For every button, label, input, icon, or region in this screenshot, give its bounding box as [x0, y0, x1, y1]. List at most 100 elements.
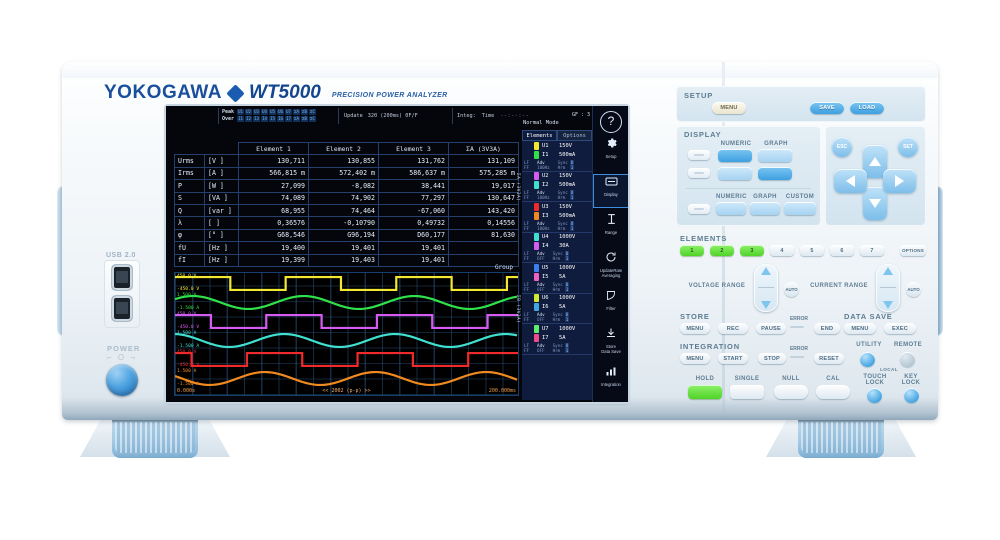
table-row[interactable]: fI [Hz ] 19,399 19,403 19,401 — [174, 253, 519, 267]
data-save-menu-button[interactable]: MENU — [844, 323, 876, 334]
voltage-range-up-icon[interactable] — [761, 267, 771, 275]
nav-right-button[interactable] — [883, 169, 916, 193]
lf-ff-labels: LF FF — [524, 251, 530, 261]
display-row2-graph-button[interactable] — [758, 167, 792, 180]
nav-down-button[interactable] — [863, 187, 887, 220]
rail-item-store-data-save[interactable]: Store Data Save — [593, 326, 628, 360]
table-row[interactable]: fU [Hz ] 19,400 19,401 19,401 — [174, 241, 519, 255]
rail-item-range[interactable]: Range — [593, 212, 628, 246]
lf-ff-values: Adv OFF — [537, 342, 545, 353]
voltage-range-rocker[interactable] — [754, 264, 778, 312]
integration-start-button[interactable]: START — [718, 353, 748, 364]
element-button-6[interactable]: 6 — [830, 245, 854, 256]
save-button[interactable]: SAVE — [810, 102, 844, 114]
display-row3-graph-button[interactable] — [750, 202, 780, 215]
element-button-4[interactable]: 4 — [770, 245, 794, 256]
power-button[interactable] — [106, 364, 138, 396]
remote-button[interactable] — [900, 352, 915, 367]
data-save-exec-button[interactable]: EXEC — [884, 323, 916, 334]
touch-lock-button[interactable] — [867, 388, 882, 403]
rail-item-display[interactable]: Display — [593, 174, 628, 208]
display-row1-graph-button[interactable] — [758, 149, 792, 162]
integration-stop-button[interactable]: STOP — [758, 353, 786, 364]
element-button-3[interactable]: 3 — [740, 245, 764, 256]
table-row[interactable]: Urms [V ] 130,711 130,855 131,762 131,109 — [174, 154, 519, 168]
voltage-auto-button[interactable]: AUTO — [784, 282, 799, 297]
table-row[interactable]: P [W ] 27,099 -8,082 38,441 19,017 — [174, 179, 519, 193]
table-row[interactable]: S [VA ] 74,089 74,902 77,297 130,647 — [174, 191, 519, 205]
table-row[interactable]: Irms [A ] 566,815 m 572,402 m 586,637 m 575,2… — [174, 166, 519, 181]
key-lock-button[interactable] — [904, 388, 919, 403]
store-menu-button[interactable]: MENU — [680, 323, 710, 334]
element-group[interactable]: U2 150V I2 500mA LF FF Adv 100Hz Sync Hrm U 1 — [522, 172, 592, 202]
current-color-swatch — [534, 211, 539, 220]
icon-rail[interactable]: ? Setup Display Range UpdateRate Averaging F… — [592, 106, 628, 402]
help-icon[interactable]: ? — [600, 111, 622, 133]
display-row2-numeric-button[interactable] — [718, 167, 752, 180]
current-range-down-icon[interactable] — [883, 301, 893, 309]
display-row3-custom-button[interactable] — [784, 202, 816, 215]
single-button[interactable] — [730, 385, 764, 399]
element-button-2[interactable]: 2 — [710, 245, 734, 256]
element-group[interactable]: U5 1000V I5 5A LF FF Adv OFF Sync Hrm U 1 ΣB (3V3A) — [515, 263, 592, 323]
table-row[interactable]: φ [° ] G68,546 G96,194 D60,177 81,630 — [174, 228, 519, 243]
element-group[interactable]: U3 150V I3 500mA LF FF Adv 100Hz Sync Hrm U 1 — [522, 202, 592, 233]
element-button-1[interactable]: 1 — [680, 245, 704, 256]
rail-item-filter[interactable]: Filter — [593, 288, 628, 322]
load-button[interactable]: LOAD — [850, 102, 884, 114]
current-auto-button[interactable]: AUTO — [906, 282, 921, 297]
rail-items[interactable]: Setup Display Range UpdateRate Averaging Fil… — [593, 136, 628, 402]
element-button-7[interactable]: 7 — [860, 245, 884, 256]
trace-top-label: 1.500 A — [177, 369, 197, 374]
setup-menu-button[interactable]: MENU — [712, 102, 746, 114]
element-group[interactable]: U1 150V I1 500mA LF FF Adv 100Hz Sync Hrm U 1 ΣA (3V… — [515, 141, 592, 201]
waveform-area[interactable]: 450.0 V -450.0 V 1.500 A -1.500 A 450.0 V -45… — [174, 272, 519, 396]
element-button-5[interactable]: 5 — [800, 245, 824, 256]
table-row[interactable]: λ[ ] 0,36576 -0,10790 0,49732 0,14556 — [174, 216, 519, 230]
store-end-button[interactable]: END — [814, 323, 840, 334]
element-group[interactable]: U6 1000V I6 5A LF FF Adv OFF Sync Hrm U 1 — [522, 294, 592, 324]
lf-ff-values: Adv OFF — [537, 281, 545, 292]
current-channel-name: I5 — [542, 273, 549, 280]
display-row3-numeric-button[interactable] — [716, 202, 746, 215]
usb-port-upper[interactable] — [112, 265, 132, 290]
element-group[interactable]: U7 1000V I7 5A LF FF Adv OFF Sync Hrm U 1 — [522, 324, 592, 355]
display-row1-numeric-button[interactable] — [718, 149, 752, 162]
display-row3-custom-label: CUSTOM — [785, 194, 815, 200]
null-button[interactable] — [774, 385, 808, 399]
integration-reset-button[interactable]: RESET — [814, 353, 844, 364]
store-pause-button[interactable]: PAUSE — [756, 323, 786, 334]
lcd-screen[interactable]: Peak U1 U2 U3 U4 U5 U6 U7 ΣA ΣB ΣC Over I1 I2 I3 I4 I… — [166, 106, 628, 402]
esc-button[interactable]: ESC — [832, 137, 852, 157]
cal-button[interactable] — [816, 385, 850, 399]
voltage-range-down-icon[interactable] — [761, 301, 771, 309]
elements-tab-elements[interactable]: Elements — [522, 130, 557, 141]
elements-options-button[interactable]: OPTIONS — [900, 245, 926, 256]
nav-pad[interactable]: ESC SET — [832, 129, 918, 221]
display-row3-toggle[interactable] — [688, 204, 710, 214]
rail-item-setup[interactable]: Setup — [593, 136, 628, 170]
display-row1-toggle[interactable] — [688, 150, 710, 160]
usb-port-lower[interactable] — [112, 296, 132, 321]
elements-tabs[interactable]: Elements Options — [522, 130, 592, 141]
rail-item-integration[interactable]: Integration — [593, 364, 628, 398]
store-rec-button[interactable]: REC — [718, 323, 748, 334]
over-label: Over — [222, 116, 235, 122]
elements-panel[interactable]: Elements Options U1 150V I1 500mA LF FF Adv 100H… — [515, 130, 592, 400]
measurement-table-wrap: Element 1 Element 2 Element 3 ΣA (3V3A) Urm… — [174, 141, 519, 267]
integration-menu-button[interactable]: MENU — [680, 353, 710, 364]
current-range-rocker[interactable] — [876, 264, 900, 312]
elements-list[interactable]: U1 150V I1 500mA LF FF Adv 100Hz Sync Hrm U 1 ΣA (3V… — [515, 141, 592, 400]
nav-left-button[interactable] — [834, 169, 867, 193]
rail-item-updaterate-averaging[interactable]: UpdateRate Averaging — [593, 250, 628, 284]
table-row[interactable]: Q [var ] 68,955 74,464 -67,060 143,420 — [174, 203, 519, 218]
set-button[interactable]: SET — [898, 137, 918, 157]
utility-button[interactable] — [860, 352, 875, 367]
display-row2-toggle[interactable] — [688, 168, 710, 178]
waveform-time-end: 200.000ms — [488, 388, 516, 394]
hold-button[interactable] — [688, 385, 722, 399]
element-group[interactable]: U4 1000V I4 30A LF FF Adv OFF Sync Hrm U 1 — [522, 233, 592, 263]
elements-tab-options[interactable]: Options — [557, 130, 592, 141]
current-range-up-icon[interactable] — [883, 267, 893, 275]
